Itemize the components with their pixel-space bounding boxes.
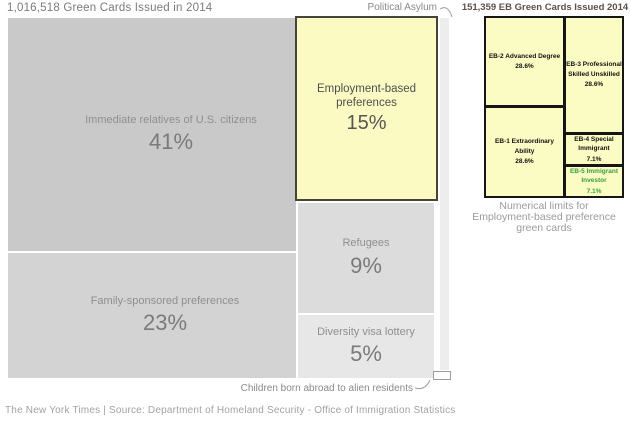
eb-caption-line: green cards	[516, 222, 572, 235]
block-label: Employment-based preferences	[316, 82, 417, 109]
eb-cell-label: EB-4 Special Immigrant	[574, 135, 614, 153]
treemap-block-employment-based: Employment-based preferences 15%	[295, 16, 438, 201]
eb-cell-label: EB-2 Advanced Degree	[488, 52, 561, 60]
eb-cell-eb1-extraordinary-ability: EB-1 Extraordinary Ability 28.6%	[486, 108, 563, 196]
treemap-block-immediate-relatives: Immediate relatives of U.S. citizens 41%	[8, 18, 296, 251]
block-text: Immediate relatives of U.S. citizens 41%	[85, 114, 257, 156]
eb-cell-percent: 28.6%	[515, 63, 534, 70]
source-credit-line: The New York Times | Source: Department …	[5, 405, 456, 416]
block-percent: 15%	[346, 112, 387, 135]
eb-caption-line: Employment-based preference	[472, 211, 616, 224]
children-abroad-callout-curve-icon	[415, 379, 431, 390]
treemap-block-family-sponsored: Family-sponsored preferences 23%	[8, 253, 296, 378]
political-asylum-callout-curve-icon	[439, 7, 453, 18]
block-label: Immediate relatives of U.S. citizens	[85, 113, 257, 126]
block-percent: 41%	[148, 129, 194, 155]
block-percent: 23%	[142, 310, 188, 336]
treemap-block-diversity-lottery: Diversity visa lottery 5%	[298, 315, 434, 378]
eb-treemap: EB-2 Advanced Degree 28.6% EB-1 Extraord…	[484, 16, 624, 198]
eb-cell-eb4-special-immigrant: EB-4 Special Immigrant 7.1%	[566, 135, 622, 164]
treemap-block-political-asylum-sliver	[440, 18, 449, 370]
political-asylum-callout-label: Political Asylum	[367, 2, 437, 13]
eb-caption-line: Numerical limits for	[499, 200, 589, 212]
eb-chart-caption: Numerical limits for Employment-based pr…	[458, 200, 630, 235]
eb-cell-eb2-advanced-degree: EB-2 Advanced Degree 28.6%	[486, 18, 563, 105]
eb-cell-eb5-immigrant-investor: EB-5 Immigrant Investor 7.1%	[566, 167, 622, 196]
block-percent: 9%	[350, 252, 382, 278]
block-label: Diversity visa lottery	[317, 325, 415, 338]
eb-cell-label: EB-1 Extraordinary Ability	[495, 138, 554, 155]
block-percent: 5%	[350, 341, 382, 367]
main-chart-title: 1,016,518 Green Cards Issued in 2014	[7, 2, 213, 14]
eb-cell-eb3-professional-skilled: EB-3 Professional Skilled Unskilled 28.6…	[566, 18, 622, 132]
eb-cell-percent: 28.6%	[515, 158, 534, 166]
block-text: Family-sponsored preferences 23%	[91, 295, 240, 337]
treemap-block-refugees: Refugees 9%	[298, 203, 434, 313]
block-label: Family-sponsored preferences	[90, 294, 240, 307]
eb-cell-percent: 28.6%	[584, 81, 604, 89]
children-abroad-callout-label: Children born abroad to alien residents	[240, 383, 413, 394]
eb-chart-title: 151,359 EB Green Cards Issued 2014	[461, 2, 629, 13]
eb-cell-percent: 7.1%	[586, 155, 602, 163]
treemap-block-children-abroad-marker	[433, 371, 451, 380]
block-label: Refugees	[342, 237, 390, 250]
eb-cell-label: EB-5 Immigrant Investor	[569, 167, 619, 185]
eb-cell-label: EB-3 Professional Skilled Unskilled	[566, 61, 622, 78]
eb-cell-percent: 7.1%	[586, 187, 602, 195]
